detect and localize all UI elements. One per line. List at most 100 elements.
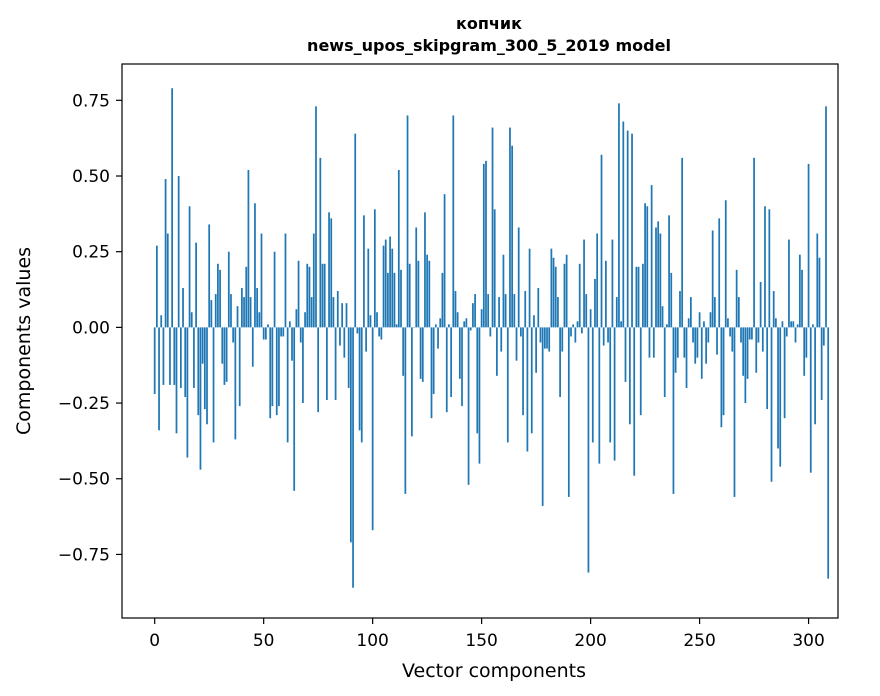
- bar-55: [273, 251, 276, 328]
- bar-188: [563, 263, 566, 328]
- bar-283: [770, 327, 773, 482]
- bar-140: [458, 327, 461, 379]
- bar-186: [559, 327, 561, 398]
- bar-236: [668, 215, 670, 328]
- bar-305: [818, 257, 821, 328]
- bar-187: [561, 327, 564, 352]
- bar-12: [179, 327, 182, 388]
- bar-71: [308, 266, 311, 328]
- bar-203: [596, 233, 599, 328]
- bar-34: [227, 251, 230, 328]
- x-tick-label: 150: [465, 631, 497, 651]
- bar-160: [502, 254, 505, 328]
- bar-259: [718, 218, 721, 328]
- bar-185: [557, 297, 559, 328]
- bar-266: [733, 327, 736, 497]
- bar-136: [450, 327, 452, 398]
- bar-244: [685, 327, 688, 388]
- bar-109: [391, 248, 394, 328]
- bar-9: [173, 327, 176, 385]
- bar-143: [465, 318, 468, 328]
- bar-139: [456, 312, 459, 328]
- bar-32: [223, 327, 226, 385]
- bar-163: [509, 127, 511, 328]
- bar-241: [679, 291, 681, 328]
- bar-62: [288, 321, 291, 328]
- bar-31: [221, 327, 224, 364]
- bar-42: [245, 266, 248, 328]
- bar-2: [158, 327, 160, 431]
- bar-0: [153, 327, 156, 394]
- bar-75: [317, 327, 320, 413]
- bar-132: [441, 272, 444, 328]
- bar-211: [613, 327, 616, 461]
- bar-54: [271, 327, 274, 407]
- bar-196: [581, 327, 583, 334]
- bar-292: [790, 321, 793, 328]
- y-tick-label: 0.00: [72, 318, 110, 338]
- bar-24: [206, 327, 208, 425]
- bar-60: [284, 233, 287, 328]
- x-tick-label: 0: [149, 631, 160, 651]
- bar-202: [594, 278, 596, 328]
- bar-205: [600, 154, 603, 328]
- bar-297: [801, 269, 803, 328]
- bar-207: [605, 260, 607, 328]
- bar-269: [740, 327, 742, 343]
- bar-177: [539, 327, 542, 343]
- bar-111: [395, 324, 398, 328]
- bar-245: [687, 318, 690, 328]
- bar-240: [676, 327, 679, 358]
- bar-271: [744, 327, 747, 404]
- bar-280: [764, 206, 766, 328]
- bar-29: [217, 263, 219, 328]
- bar-249: [696, 327, 699, 358]
- bar-7: [169, 327, 171, 385]
- bar-106: [384, 239, 387, 328]
- bar-209: [609, 327, 612, 443]
- bar-225: [644, 203, 646, 328]
- bar-73: [312, 233, 315, 328]
- bar-167: [517, 227, 520, 328]
- bar-233: [661, 306, 664, 328]
- bar-15: [186, 327, 189, 458]
- bar-268: [737, 297, 740, 328]
- bar-100: [371, 327, 374, 531]
- x-tick-label: 100: [356, 631, 388, 651]
- bar-17: [190, 312, 193, 328]
- bar-278: [759, 281, 762, 328]
- bar-272: [746, 327, 749, 379]
- bar-51: [264, 327, 267, 340]
- bar-285: [775, 318, 777, 328]
- bar-178: [541, 327, 544, 506]
- bar-212: [615, 297, 618, 328]
- bar-72: [310, 297, 313, 328]
- bar-40: [241, 288, 243, 328]
- bar-37: [234, 327, 237, 440]
- bar-126: [428, 260, 431, 328]
- bar-197: [583, 239, 585, 328]
- bar-26: [210, 300, 213, 328]
- bar-20: [197, 327, 200, 416]
- bar-216: [624, 327, 627, 382]
- bar-134: [445, 327, 448, 413]
- bar-4: [162, 327, 165, 385]
- bar-96: [363, 215, 365, 328]
- bar-123: [421, 327, 424, 382]
- bar-70: [306, 263, 309, 328]
- bar-6: [166, 233, 169, 328]
- bar-147: [474, 294, 476, 328]
- bar-128: [432, 327, 435, 394]
- bar-53: [269, 327, 272, 419]
- bar-253: [705, 327, 707, 364]
- bar-164: [511, 145, 514, 328]
- bar-94: [358, 327, 361, 431]
- bar-284: [772, 291, 775, 328]
- bar-229: [652, 327, 655, 358]
- bar-289: [783, 327, 786, 419]
- bar-255: [709, 312, 712, 328]
- bar-65: [295, 309, 298, 328]
- bar-248: [694, 327, 697, 364]
- bar-165: [513, 294, 516, 328]
